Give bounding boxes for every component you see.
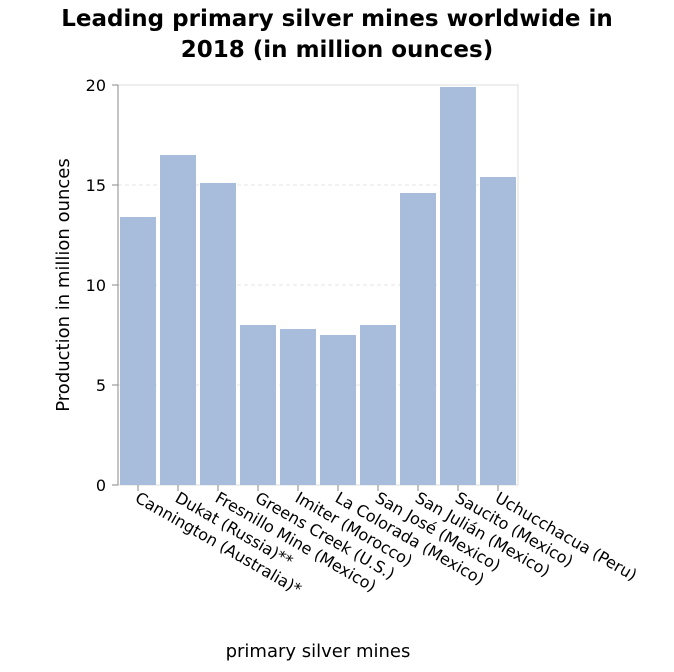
bar (360, 325, 396, 485)
y-axis-title: Production in million ounces (53, 158, 74, 411)
bar (480, 177, 516, 485)
y-tick-label: 20 (86, 76, 106, 95)
chart-title-line-1: Leading primary silver mines worldwide i… (61, 6, 613, 32)
y-tick-label: 15 (86, 176, 106, 195)
bar (240, 325, 276, 485)
y-tick-label: 10 (86, 276, 106, 295)
bars (120, 87, 516, 485)
bar (160, 155, 196, 485)
y-tick-label: 0 (96, 476, 106, 495)
y-tick-label: 5 (96, 376, 106, 395)
bar (280, 329, 316, 485)
bar (400, 193, 436, 485)
chart-title: Leading primary silver mines worldwide i… (0, 4, 674, 66)
bar (120, 217, 156, 485)
bar (440, 87, 476, 485)
chart-title-line-2: 2018 (in million ounces) (180, 37, 494, 63)
bar (320, 335, 356, 485)
bar (200, 183, 236, 485)
x-axis-title: primary silver mines (226, 641, 411, 662)
